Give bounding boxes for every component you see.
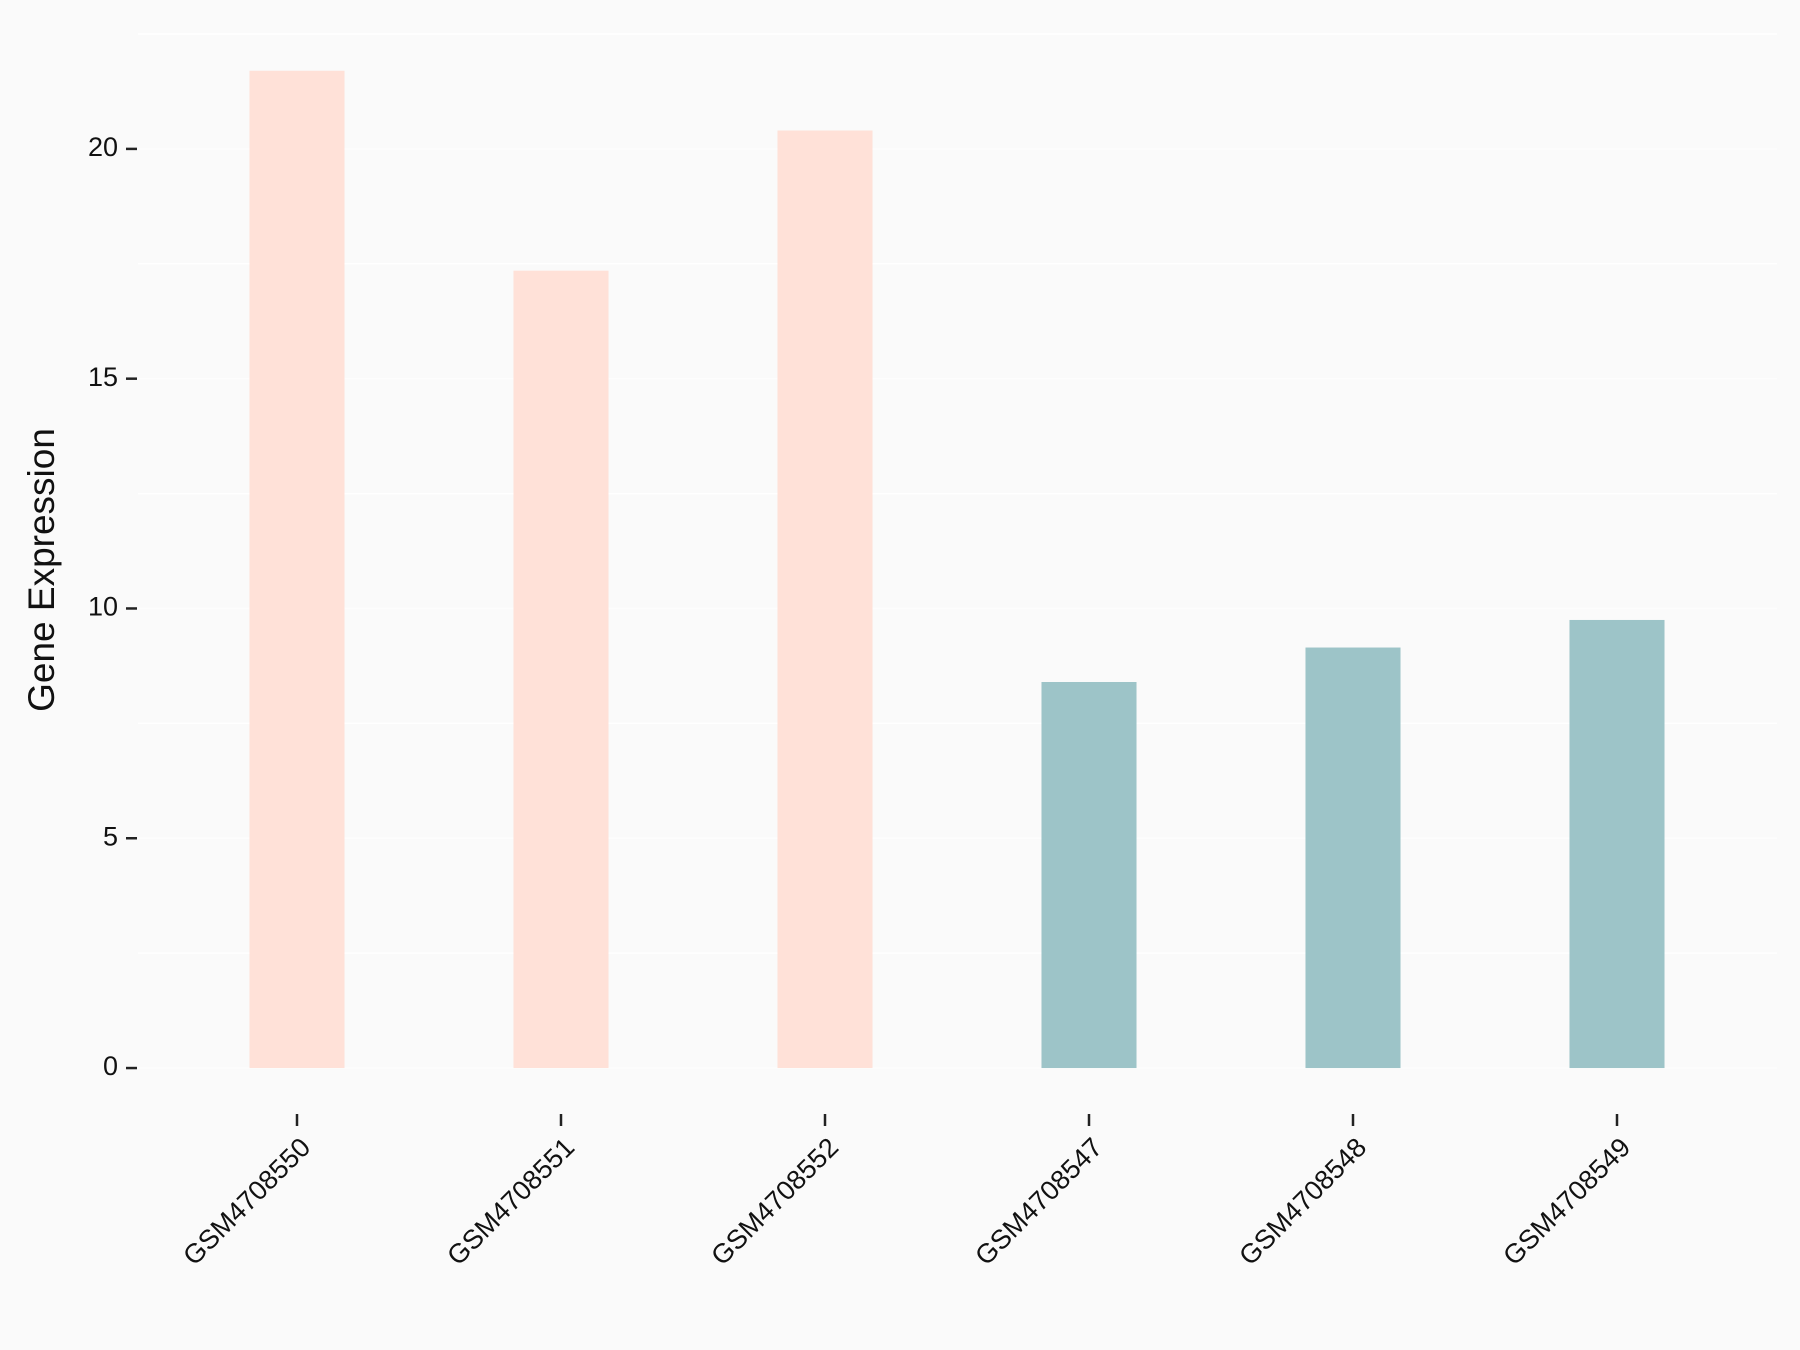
bar [249,70,345,1069]
bar [513,270,609,1069]
y-tick-label: 15 [88,362,118,392]
bar [1569,619,1665,1069]
y-axis-title: Gene Expression [21,428,62,712]
bar [777,130,873,1069]
bar [1305,647,1401,1069]
bar [1041,682,1137,1069]
y-tick-label: 20 [88,132,118,162]
y-tick-label: 0 [103,1051,118,1081]
y-tick-label: 10 [88,592,118,622]
y-tick-label: 5 [103,821,118,851]
